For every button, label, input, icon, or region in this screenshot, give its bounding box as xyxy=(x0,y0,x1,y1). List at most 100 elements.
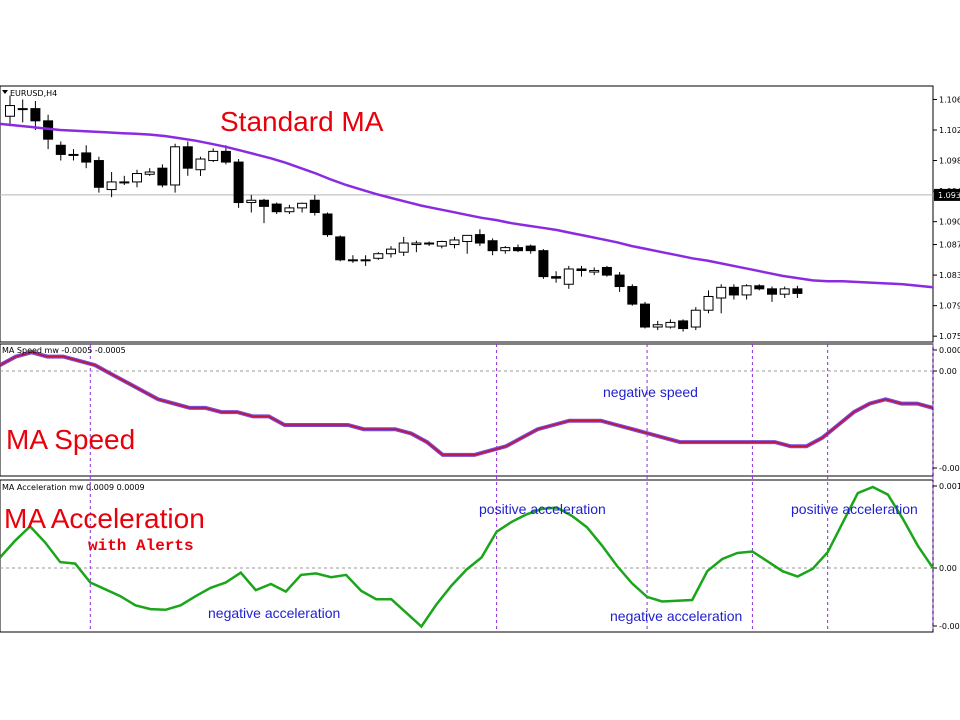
candle-body xyxy=(767,288,777,295)
candles xyxy=(5,95,803,332)
accel-tick-label: -0.001 xyxy=(939,622,960,631)
candle-body xyxy=(398,242,409,253)
candle-body xyxy=(728,286,739,296)
candle-body xyxy=(259,199,269,207)
candle-body xyxy=(538,250,549,278)
candle-body xyxy=(474,234,485,244)
candle-body xyxy=(551,276,562,279)
positive-acceleration-label-2: positive acceleration xyxy=(791,501,918,517)
accel-tick-label: 0.00 xyxy=(939,564,957,573)
candle-body xyxy=(436,240,447,247)
positive-acceleration-label-1: positive acceleration xyxy=(479,501,606,517)
accel-title: MA Acceleration mw 0.0009 0.0009 xyxy=(2,483,145,492)
candle-body xyxy=(233,161,244,204)
candle-body xyxy=(792,288,803,294)
candle-body xyxy=(360,259,371,262)
price-axis: 1.106 1.102 1.098 1.094 1.090 1.087 1.083 1.079… xyxy=(933,95,960,341)
candle-body xyxy=(335,236,346,261)
candle-body xyxy=(411,242,422,246)
candle-body xyxy=(30,108,41,122)
candle-body xyxy=(614,274,625,288)
candle-body xyxy=(462,234,473,242)
candle-body xyxy=(220,150,231,163)
candle-body xyxy=(81,152,92,163)
price-tick-label: 1.083 xyxy=(939,271,960,280)
candle-body xyxy=(144,171,155,175)
candle-body xyxy=(640,303,650,328)
candle-body xyxy=(373,253,384,259)
standard-ma-label: Standard MA xyxy=(220,106,384,137)
price-tick-label: 1.106 xyxy=(939,95,960,104)
candle-body xyxy=(513,247,523,252)
candle-body xyxy=(170,146,181,186)
current-price-box xyxy=(934,188,960,201)
ma-acceleration-label: MA Acceleration xyxy=(4,503,205,534)
candle-body xyxy=(589,270,600,273)
speed-tick-label: -0.002 xyxy=(939,464,960,473)
candle-body xyxy=(449,239,460,246)
candle-body xyxy=(678,320,689,330)
candle-body xyxy=(741,285,752,296)
candle-body xyxy=(627,286,638,305)
candle-body xyxy=(703,295,714,311)
candle-body xyxy=(322,213,333,236)
candle-body xyxy=(500,247,511,252)
candle-body xyxy=(690,309,701,328)
candle-body xyxy=(68,153,79,156)
candle-body xyxy=(576,268,587,272)
candle-body xyxy=(386,248,396,255)
speed-title: MA Speed mw -0.0005 -0.0005 xyxy=(2,346,126,355)
candle-body xyxy=(208,150,219,162)
alert-markers xyxy=(89,344,934,632)
accel-axis: 0.001 0.00 -0.001 xyxy=(933,482,960,631)
candle-body xyxy=(424,242,435,245)
price-tick-label: 1.075 xyxy=(939,332,960,341)
negative-acceleration-label-2: negative acceleration xyxy=(610,608,742,624)
candle-body xyxy=(754,285,765,290)
candle-body xyxy=(157,167,168,186)
price-tick-label: 1.090 xyxy=(939,218,960,227)
candle-body xyxy=(93,160,104,188)
speed-line xyxy=(0,351,934,456)
chart-title: EURUSD,H4 xyxy=(10,89,57,98)
acceleration-line xyxy=(0,485,935,629)
candle-body xyxy=(525,245,536,252)
candle-body xyxy=(563,268,574,285)
candle-body xyxy=(195,158,206,171)
candle-body xyxy=(246,199,257,204)
candle-body xyxy=(284,207,295,213)
candle-body xyxy=(779,288,790,295)
chart-menu-icon[interactable] xyxy=(2,90,8,94)
candle-body xyxy=(5,105,15,117)
candle-body xyxy=(347,259,358,262)
price-tick-label: 1.098 xyxy=(939,157,960,166)
negative-speed-label: negative speed xyxy=(603,384,698,400)
price-tick-label: 1.094 xyxy=(939,187,960,196)
candle-body xyxy=(716,286,727,299)
candle-body xyxy=(55,144,66,155)
price-tick-label: 1.087 xyxy=(939,241,960,250)
negative-acceleration-label-1: negative acceleration xyxy=(208,605,340,621)
current-price-label: 1.093 xyxy=(938,191,960,200)
candle-body xyxy=(652,324,663,328)
price-tick-label: 1.102 xyxy=(939,126,960,135)
candle-body xyxy=(132,173,142,183)
accel-tick-label: 0.001 xyxy=(939,482,960,491)
standard-ma-line xyxy=(0,122,934,289)
candle-body xyxy=(665,321,676,328)
candle-body xyxy=(182,146,193,169)
candle-body xyxy=(119,181,130,184)
candle-body xyxy=(106,181,117,191)
candle-body xyxy=(309,199,320,213)
price-tick-label: 1.079 xyxy=(939,302,960,311)
candle-body xyxy=(601,266,612,276)
with-alerts-label: with Alerts xyxy=(88,537,194,555)
ma-speed-label: MA Speed xyxy=(6,424,135,455)
candle-body xyxy=(271,203,282,213)
speed-tick-label: 0.00 xyxy=(939,367,957,376)
candle-body xyxy=(297,202,308,209)
candle-body xyxy=(487,240,498,252)
